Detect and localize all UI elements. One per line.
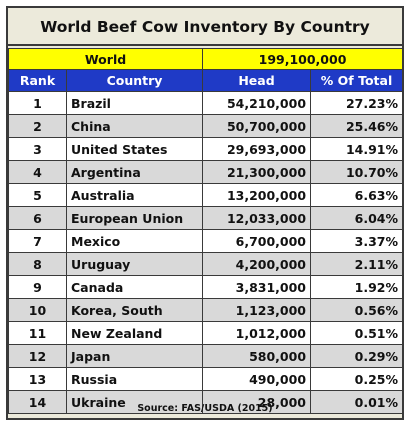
head-cell: 1,123,000 [202,298,312,322]
head-cell: 13,200,000 [202,183,312,207]
table-row: 1 Brazil 54,210,000 27.23% [8,91,404,115]
country-cell: China [65,114,204,138]
column-header-rank: Rank [8,69,67,92]
head-cell: 580,000 [202,344,312,368]
column-header-head: Head [202,69,312,92]
head-cell: 6,700,000 [202,229,312,253]
percent-cell: 0.01% [310,390,404,414]
percent-cell: 25.46% [310,114,404,138]
head-cell: 12,033,000 [202,206,312,230]
inventory-table-frame: World Beef Cow Inventory By Country Worl… [6,6,404,420]
table-row: 8 Uruguay 4,200,000 2.11% [8,252,404,276]
table-title: World Beef Cow Inventory By Country [8,8,402,46]
country-cell: Russia [65,367,204,391]
column-header-country: Country [65,69,204,92]
country-cell: Uruguay [65,252,204,276]
percent-cell: 6.63% [310,183,404,207]
country-cell: Argentina [65,160,204,184]
percent-cell: 27.23% [310,91,404,115]
column-header-row: Rank Country Head % Of Total [8,69,404,92]
world-value: 199,100,000 [202,48,404,70]
head-cell: 3,831,000 [202,275,312,299]
table-row: 13 Russia 490,000 0.25% [8,367,404,391]
head-cell: 21,300,000 [202,160,312,184]
table-row: 7 Mexico 6,700,000 3.37% [8,229,404,253]
rank-cell: 11 [8,321,67,345]
inventory-table: World 199,100,000 Rank Country Head % Of… [7,48,404,414]
percent-cell: 0.29% [310,344,404,368]
world-row: World 199,100,000 [7,48,404,70]
country-cell: Mexico [65,229,204,253]
rank-cell: 13 [8,367,67,391]
rank-cell: 4 [8,160,67,184]
percent-cell: 1.92% [310,275,404,299]
country-cell: Canada [65,275,204,299]
table-row: 4 Argentina 21,300,000 10.70% [8,160,404,184]
source-note: Source: FAS/USDA (2015) [137,403,273,414]
country-cell: Japan [65,344,204,368]
head-cell: 4,200,000 [202,252,312,276]
percent-cell: 0.51% [310,321,404,345]
head-cell: 1,012,000 [202,321,312,345]
table-row: 9 Canada 3,831,000 1.92% [8,275,404,299]
rank-cell: 6 [8,206,67,230]
percent-cell: 10.70% [310,160,404,184]
percent-cell: 3.37% [310,229,404,253]
head-cell: 29,693,000 [202,137,312,161]
head-cell: 54,210,000 [202,91,312,115]
percent-cell: 0.25% [310,367,404,391]
rank-cell: 2 [8,114,67,138]
world-label: World [7,48,204,70]
table-row: 3 United States 29,693,000 14.91% [8,137,404,161]
rank-cell: 9 [8,275,67,299]
table-row: 2 China 50,700,000 25.46% [8,114,404,138]
percent-cell: 14.91% [310,137,404,161]
rank-cell: 10 [8,298,67,322]
percent-cell: 6.04% [310,206,404,230]
rank-cell: 12 [8,344,67,368]
rank-cell: 8 [8,252,67,276]
column-header-percent: % Of Total [310,69,404,92]
head-cell: 490,000 [202,367,312,391]
table-row: 6 European Union 12,033,000 6.04% [8,206,404,230]
country-cell: United States [65,137,204,161]
rank-cell: 1 [8,91,67,115]
country-cell: Korea, South [65,298,204,322]
rank-cell: 5 [8,183,67,207]
table-row: 5 Australia 13,200,000 6.63% [8,183,404,207]
rank-cell: 14 [8,390,67,414]
country-cell: European Union [65,206,204,230]
table-row: 12 Japan 580,000 0.29% [8,344,404,368]
country-cell: Australia [65,183,204,207]
country-cell: New Zealand [65,321,204,345]
percent-cell: 2.11% [310,252,404,276]
country-cell: Brazil [65,91,204,115]
table-row: 14 Ukraine 28,000 0.01% [8,390,404,414]
rank-cell: 3 [8,137,67,161]
country-cell: Ukraine [65,390,204,414]
percent-cell: 0.56% [310,298,404,322]
head-cell: 50,700,000 [202,114,312,138]
rank-cell: 7 [8,229,67,253]
table-row: 11 New Zealand 1,012,000 0.51% [8,321,404,345]
table-row: 10 Korea, South 1,123,000 0.56% [8,298,404,322]
